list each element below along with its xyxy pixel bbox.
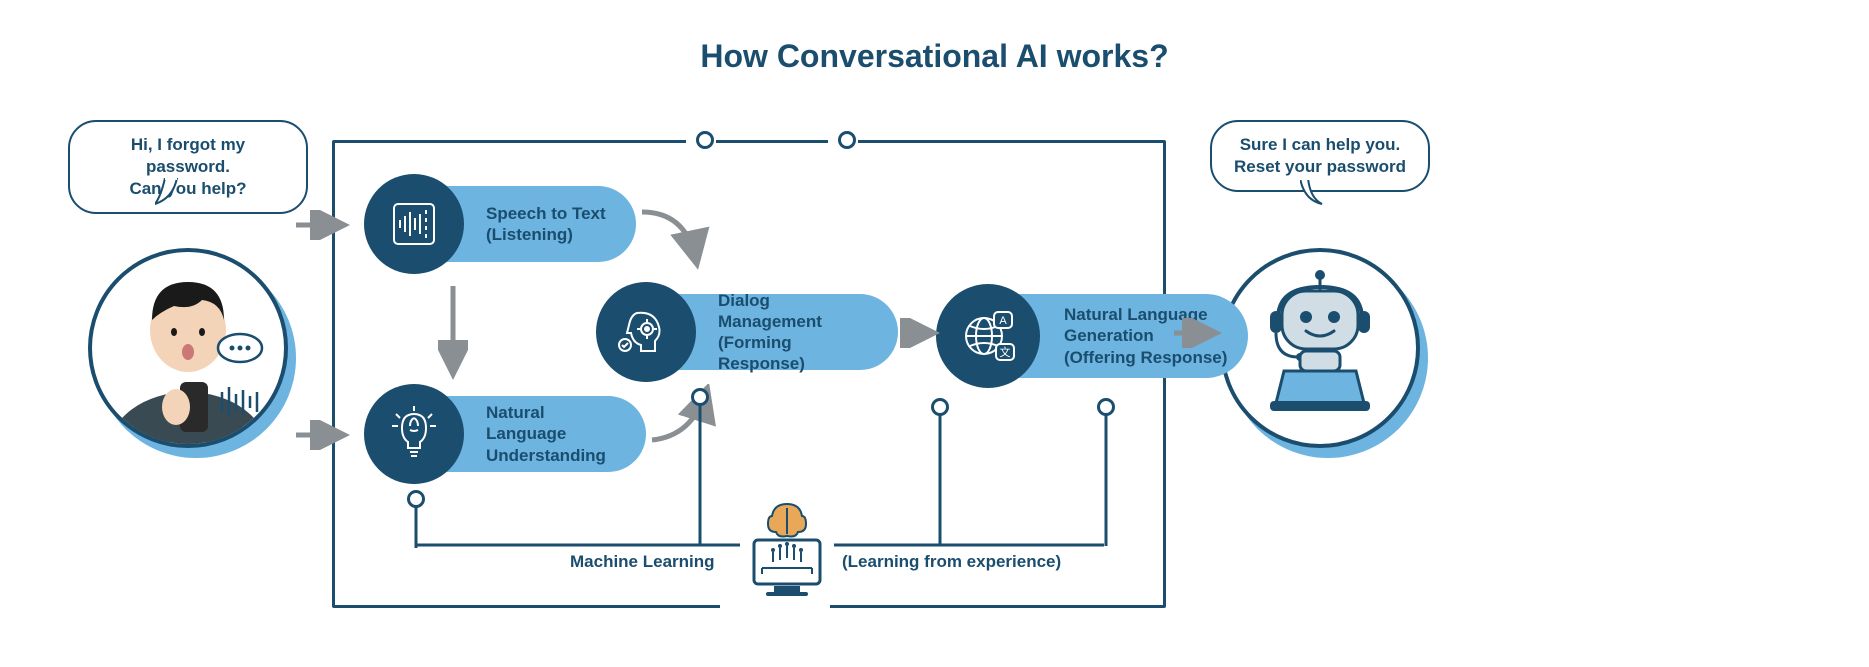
nlu-label-1: Natural Language: [486, 402, 626, 445]
ml-dot-nlg2: [1097, 398, 1115, 416]
ml-icon: [740, 496, 834, 605]
stt-icon-circle: [364, 174, 464, 274]
nlu-label-2: Understanding: [486, 445, 626, 466]
translate-icon: A 文: [956, 304, 1020, 368]
dm-label-1: Dialog Management: [718, 290, 878, 333]
nlg-icon-circle: A 文: [936, 284, 1040, 388]
nlg-label-3: (Offering Response): [1064, 347, 1227, 368]
svg-text:文: 文: [1000, 345, 1011, 359]
ml-connector-nlg2: [1096, 398, 1116, 548]
arrow-user-nlu: [292, 420, 352, 450]
user-avatar: [88, 248, 288, 448]
arrow-nlg-bot: [1172, 318, 1222, 348]
arrow-dm-nlg: [900, 318, 940, 348]
head-gear-icon: [615, 301, 677, 363]
stt-label-1: Speech to Text: [486, 203, 606, 224]
bot-bubble-line2: Reset your password: [1232, 156, 1408, 178]
user-speech-bubble: Hi, I forgot my password. Can you help?: [68, 120, 308, 214]
page-title: How Conversational AI works?: [700, 38, 1168, 75]
ml-dot-nlu: [407, 490, 425, 508]
arrow-user-stt: [292, 210, 352, 240]
ml-label-left: Machine Learning: [570, 552, 715, 572]
waveform-icon: [386, 196, 442, 252]
dm-icon-circle: [596, 282, 696, 382]
ml-connector-nlg1: [930, 398, 950, 548]
nlu-icon-circle: [364, 384, 464, 484]
user-bubble-line1: Hi, I forgot my password.: [90, 134, 286, 178]
svg-text:A: A: [999, 315, 1007, 327]
stt-label-2: (Listening): [486, 224, 606, 245]
bot-avatar: [1220, 248, 1420, 448]
user-bubble-tail: [155, 178, 185, 208]
arrow-nlu-dm: [646, 384, 726, 454]
bot-bubble-line1: Sure I can help you.: [1232, 134, 1408, 156]
ml-connector-dm: [690, 388, 710, 548]
ml-dot-nlg1: [931, 398, 949, 416]
user-bubble-line2: Can you help?: [90, 178, 286, 200]
dm-label-2: (Forming Response): [718, 332, 878, 375]
ml-label-right: (Learning from experience): [842, 552, 1061, 572]
frame-dot-top-left: [696, 131, 714, 149]
brain-bulb-icon: [384, 404, 444, 464]
user-illustration: [92, 252, 284, 444]
ml-dot-dm: [691, 388, 709, 406]
arrow-stt-nlu: [438, 282, 468, 382]
arrow-stt-dm: [636, 200, 716, 280]
frame-dot-top-right: [838, 131, 856, 149]
bot-bubble-tail: [1300, 178, 1330, 208]
bot-illustration: [1240, 263, 1400, 433]
